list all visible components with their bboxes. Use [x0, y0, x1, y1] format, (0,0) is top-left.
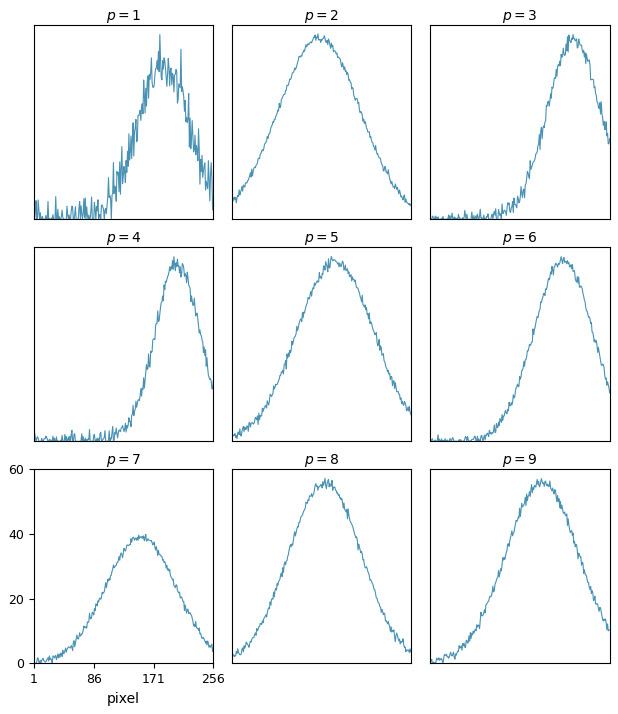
Title: $p = 7$: $p = 7$	[106, 453, 142, 469]
Title: $p = 4$: $p = 4$	[106, 231, 142, 247]
Title: $p = 8$: $p = 8$	[304, 453, 340, 469]
Title: $p = 9$: $p = 9$	[502, 453, 538, 469]
Title: $p = 3$: $p = 3$	[502, 9, 538, 25]
Title: $p = 6$: $p = 6$	[502, 231, 538, 247]
Title: $p = 1$: $p = 1$	[106, 9, 142, 25]
X-axis label: pixel: pixel	[107, 692, 140, 705]
Title: $p = 5$: $p = 5$	[304, 231, 339, 247]
Title: $p = 2$: $p = 2$	[304, 9, 339, 25]
